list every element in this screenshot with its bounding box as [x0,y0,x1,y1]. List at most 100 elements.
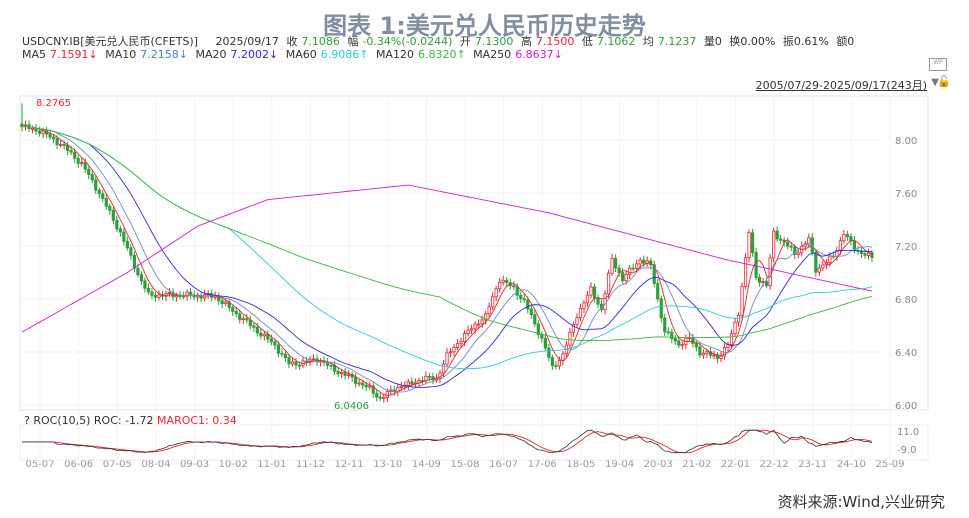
avg-value: 7.1237 [657,35,697,48]
x-tick-label: 24-10 [837,459,866,470]
candle-body [62,144,66,146]
candle-body [845,234,850,237]
ma20-line [21,125,873,389]
quote-info-line: USDCNY.IB[美元兑人民币(CFETS)] 2025/09/17 收 7.1… [22,33,858,49]
candle-body [592,286,597,299]
candle-body [705,351,709,354]
dropdown-triangle-icon[interactable]: ▼ [931,77,939,88]
x-tick-label: 12-11 [335,459,364,470]
high-value: 7.1500 [535,35,575,48]
x-tick-label: 17-06 [528,459,557,470]
candle-body [578,308,583,319]
candle-body [543,337,547,349]
candle-body [494,288,498,298]
ma5-label: MA5 [22,48,47,61]
candle-body [427,375,432,378]
candle-body [255,326,259,334]
candle-body [642,259,646,264]
x-tick-label: 08-04 [141,459,170,470]
candle-body [238,313,242,320]
candle-body [659,298,663,319]
close-value: 7.1086 [301,35,340,48]
candle-body [234,310,238,315]
source-note: 资料来源:Wind,兴业研究 [777,493,945,511]
candle-body [484,313,488,321]
candle-body [807,237,811,245]
candle-body [498,281,502,290]
open-label: 开 [459,35,471,48]
y-tick-label: 6.40 [895,348,917,359]
candle-body [733,321,737,335]
candle-body [241,318,245,321]
candle-body [371,385,375,394]
candle-body [557,360,561,367]
candle-body [125,240,129,249]
candle-body [480,319,484,325]
amount: 额0 [836,35,855,48]
candle-body [157,294,161,298]
candle-body [87,168,91,175]
candle-body [111,209,115,221]
candle-body [677,340,681,346]
ma120-value: 6.8320↑ [417,48,466,61]
candle-body [610,257,614,274]
candle-body [758,277,762,283]
chg-label: 幅 [347,35,359,48]
candle-body [375,392,379,398]
candle-body [765,281,769,287]
candle-body [793,246,797,255]
candle-body [424,375,428,381]
candle-body [90,174,94,181]
candle-body [786,241,790,247]
candle-body [399,385,403,388]
ma60-line [21,125,873,370]
candle-body [575,317,579,325]
candle-body [196,295,200,298]
maroc-line [22,429,873,454]
candle-body [329,364,333,367]
x-tick-label: 23-11 [798,459,827,470]
amplitude: 振0.61% [782,35,829,48]
candle-body [740,285,744,316]
ma250-label: MA250 [473,48,512,61]
candle-body [69,150,73,153]
candle-body [789,245,793,248]
lock-icon[interactable]: 🔓 [937,75,951,88]
candle-body [347,374,351,377]
candle-body [445,352,449,365]
roc-y-tick: -9.0 [897,445,917,456]
candle-body [73,151,77,159]
candle-body [273,341,277,346]
candle-body [589,286,593,296]
candle-body [817,267,821,273]
candle-body [55,138,59,146]
candle-body [245,318,249,321]
candle-body [772,230,776,259]
y-tick-label: 6.80 [895,295,917,306]
candle-body [83,162,87,170]
candle-body [76,157,80,164]
candle-body [663,317,667,333]
min-annotation: 6.0406 [334,401,369,412]
candle-body [487,306,491,315]
date-range-selector[interactable]: 2005/07/29-2025/09/17(243月) [755,79,927,92]
candle-body [838,240,842,251]
candle-body [529,308,533,316]
candle-body [361,382,365,386]
candle-body [540,334,544,339]
plot-frame [19,95,929,411]
candle-body [652,264,656,285]
candle-body [224,301,228,305]
ma250-value: 6.8637↓ [515,48,563,61]
candle-body [34,128,38,132]
candle-body [385,391,389,398]
candle-body [80,162,84,164]
screen-icon[interactable]: WP [929,58,947,71]
candle-body [708,351,713,356]
candle-body [129,247,133,256]
ma60-label: MA60 [285,48,317,61]
candle-body [262,333,266,337]
candle-body [248,319,252,327]
ma10-line [21,125,873,393]
